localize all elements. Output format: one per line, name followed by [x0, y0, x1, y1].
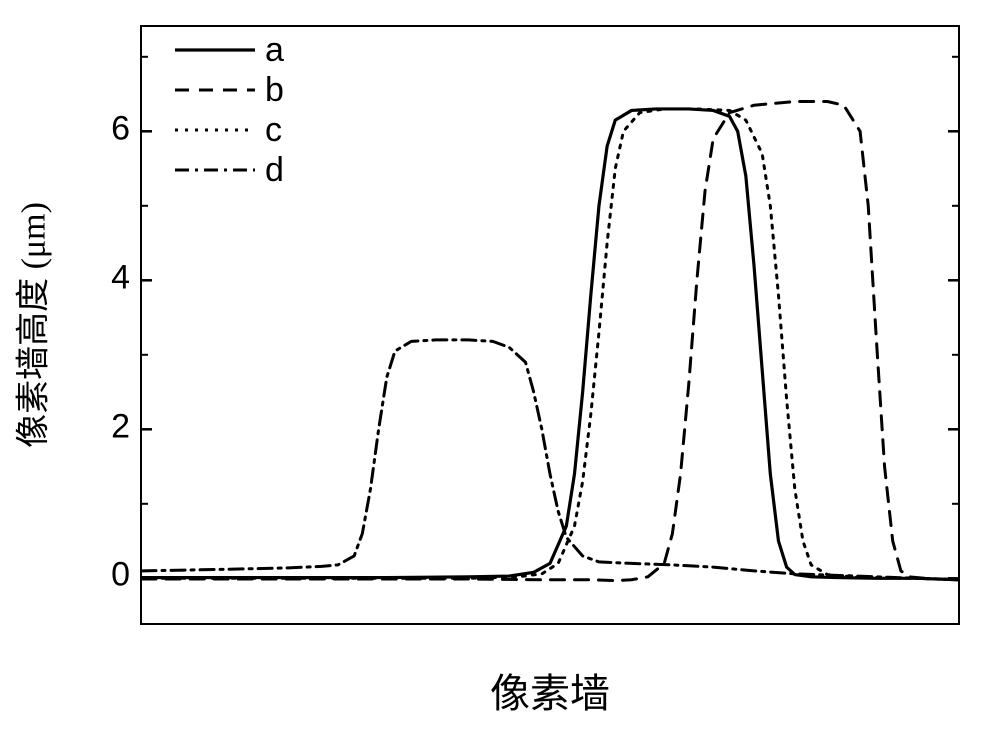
legend-swatch-a	[175, 30, 255, 70]
legend-label-b: b	[265, 71, 284, 110]
y-axis-label: 像素墙高度 (μm)	[6, 202, 55, 448]
legend-label-c: c	[265, 111, 282, 150]
x-axis-label: 像素墙	[490, 661, 610, 719]
y-tick-label: 6	[111, 110, 130, 149]
chart-figure: 像素墙高度 (μm) 像素墙 0 2 4 6 a b c	[0, 0, 1000, 736]
y-tick-label: 4	[111, 258, 130, 297]
legend-swatch-d	[175, 150, 255, 190]
legend: a b c d	[175, 30, 345, 190]
series-d	[142, 340, 958, 580]
legend-swatch-c	[175, 110, 255, 150]
legend-item-b: b	[175, 70, 345, 110]
legend-item-c: c	[175, 110, 345, 150]
legend-label-d: d	[265, 151, 284, 190]
y-tick-label: 2	[111, 407, 130, 446]
legend-item-a: a	[175, 30, 345, 70]
y-tick-label: 0	[111, 556, 130, 595]
legend-item-d: d	[175, 150, 345, 190]
legend-swatch-b	[175, 70, 255, 110]
legend-label-a: a	[265, 31, 284, 70]
